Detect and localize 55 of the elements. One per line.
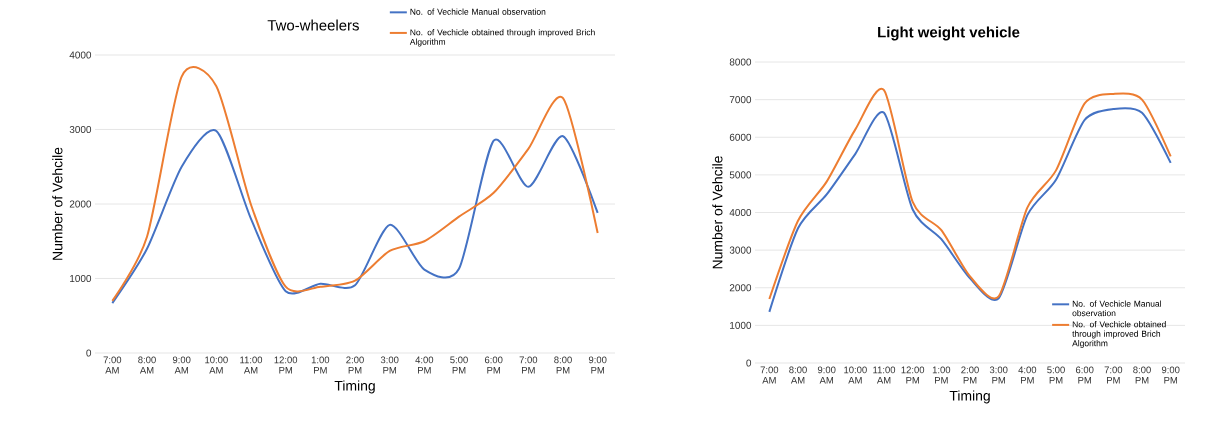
y-tick-label: 4000 — [729, 208, 752, 217]
x-tick-label: 4:00 PM — [415, 356, 434, 374]
x-tick-label: 8:00 PM — [1133, 366, 1151, 384]
y-tick-label: 0 — [746, 359, 752, 367]
x-tick-label: 1:00 PM — [932, 366, 951, 384]
x-tick-label: 7:00 AM — [760, 366, 779, 384]
legend-label: No. of Vechicle Manual observation — [1072, 300, 1161, 317]
x-axis-title: Timing — [334, 380, 375, 394]
x-tick-label: 9:00 AM — [817, 366, 836, 384]
x-tick-label: 8:00 AM — [789, 366, 807, 384]
y-tick-label: 8000 — [729, 58, 752, 66]
x-tick-label: 10:00 AM — [205, 356, 228, 374]
x-tick-label: 2:00 PM — [346, 356, 364, 374]
x-tick-label: 11:00 AM — [873, 366, 896, 384]
x-tick-label: 5:00 PM — [1047, 366, 1065, 384]
x-tick-label: 9:00 PM — [588, 356, 607, 374]
x-tick-label: 4:00 PM — [1018, 366, 1037, 384]
x-tick-label: 9:00 AM — [172, 356, 191, 374]
x-tick-label: 12:00 PM — [901, 366, 925, 384]
y-tick-label: 1000 — [70, 274, 92, 283]
x-tick-label: 10:00 AM — [844, 366, 867, 384]
x-tick-label: 1:00 PM — [311, 356, 330, 374]
y-tick-label: 2000 — [69, 200, 92, 208]
x-tick-label: 3:00 PM — [380, 356, 399, 374]
x-tick-label: 6:00 PM — [1075, 366, 1094, 384]
y-tick-label: 5000 — [729, 171, 752, 179]
y-tick-label: 0 — [86, 349, 92, 357]
legend-label: No. of Vechicle Manual observation — [410, 8, 546, 15]
x-tick-label: 5:00 PM — [450, 356, 468, 374]
x-tick-label: 12:00 PM — [274, 356, 298, 374]
x-tick-label: 8:00 PM — [554, 356, 572, 374]
x-tick-label: 11:00 AM — [240, 356, 263, 374]
chart-title: Two-wheelers — [267, 19, 359, 31]
legend-label: No. of Vechicle obtained through improved Brich Algorithm — [1072, 321, 1166, 348]
y-tick-label: 7000 — [729, 96, 752, 104]
y-tick-label: 2000 — [729, 284, 752, 292]
y-tick-label: 3000 — [729, 246, 752, 254]
y-tick-label: 3000 — [69, 125, 92, 134]
line-series — [111, 129, 599, 305]
x-tick-label: 7:00 AM — [103, 356, 122, 374]
y-axis-title: Number of Vehcile — [52, 147, 63, 260]
x-tick-label: 6:00 PM — [484, 356, 503, 374]
x-axis-title: Timing — [949, 390, 990, 404]
y-axis-title: Number of Vehcile — [712, 156, 723, 269]
x-tick-label: 2:00 PM — [961, 366, 979, 384]
y-tick-label: 1000 — [730, 321, 752, 329]
chart-title: Light weight vehicle — [878, 26, 1020, 41]
x-tick-label: 7:00 PM — [519, 356, 538, 374]
y-tick-label: 4000 — [69, 51, 92, 59]
x-tick-label: 7:00 PM — [1104, 366, 1123, 384]
legend-label: No. of Vechicle obtained through improved Brich Algorithm — [409, 29, 595, 47]
x-tick-label: 3:00 PM — [989, 366, 1008, 384]
x-tick-label: 8:00 AM — [138, 356, 156, 374]
x-tick-label: 9:00 PM — [1161, 366, 1180, 384]
y-tick-label: 6000 — [729, 133, 752, 141]
